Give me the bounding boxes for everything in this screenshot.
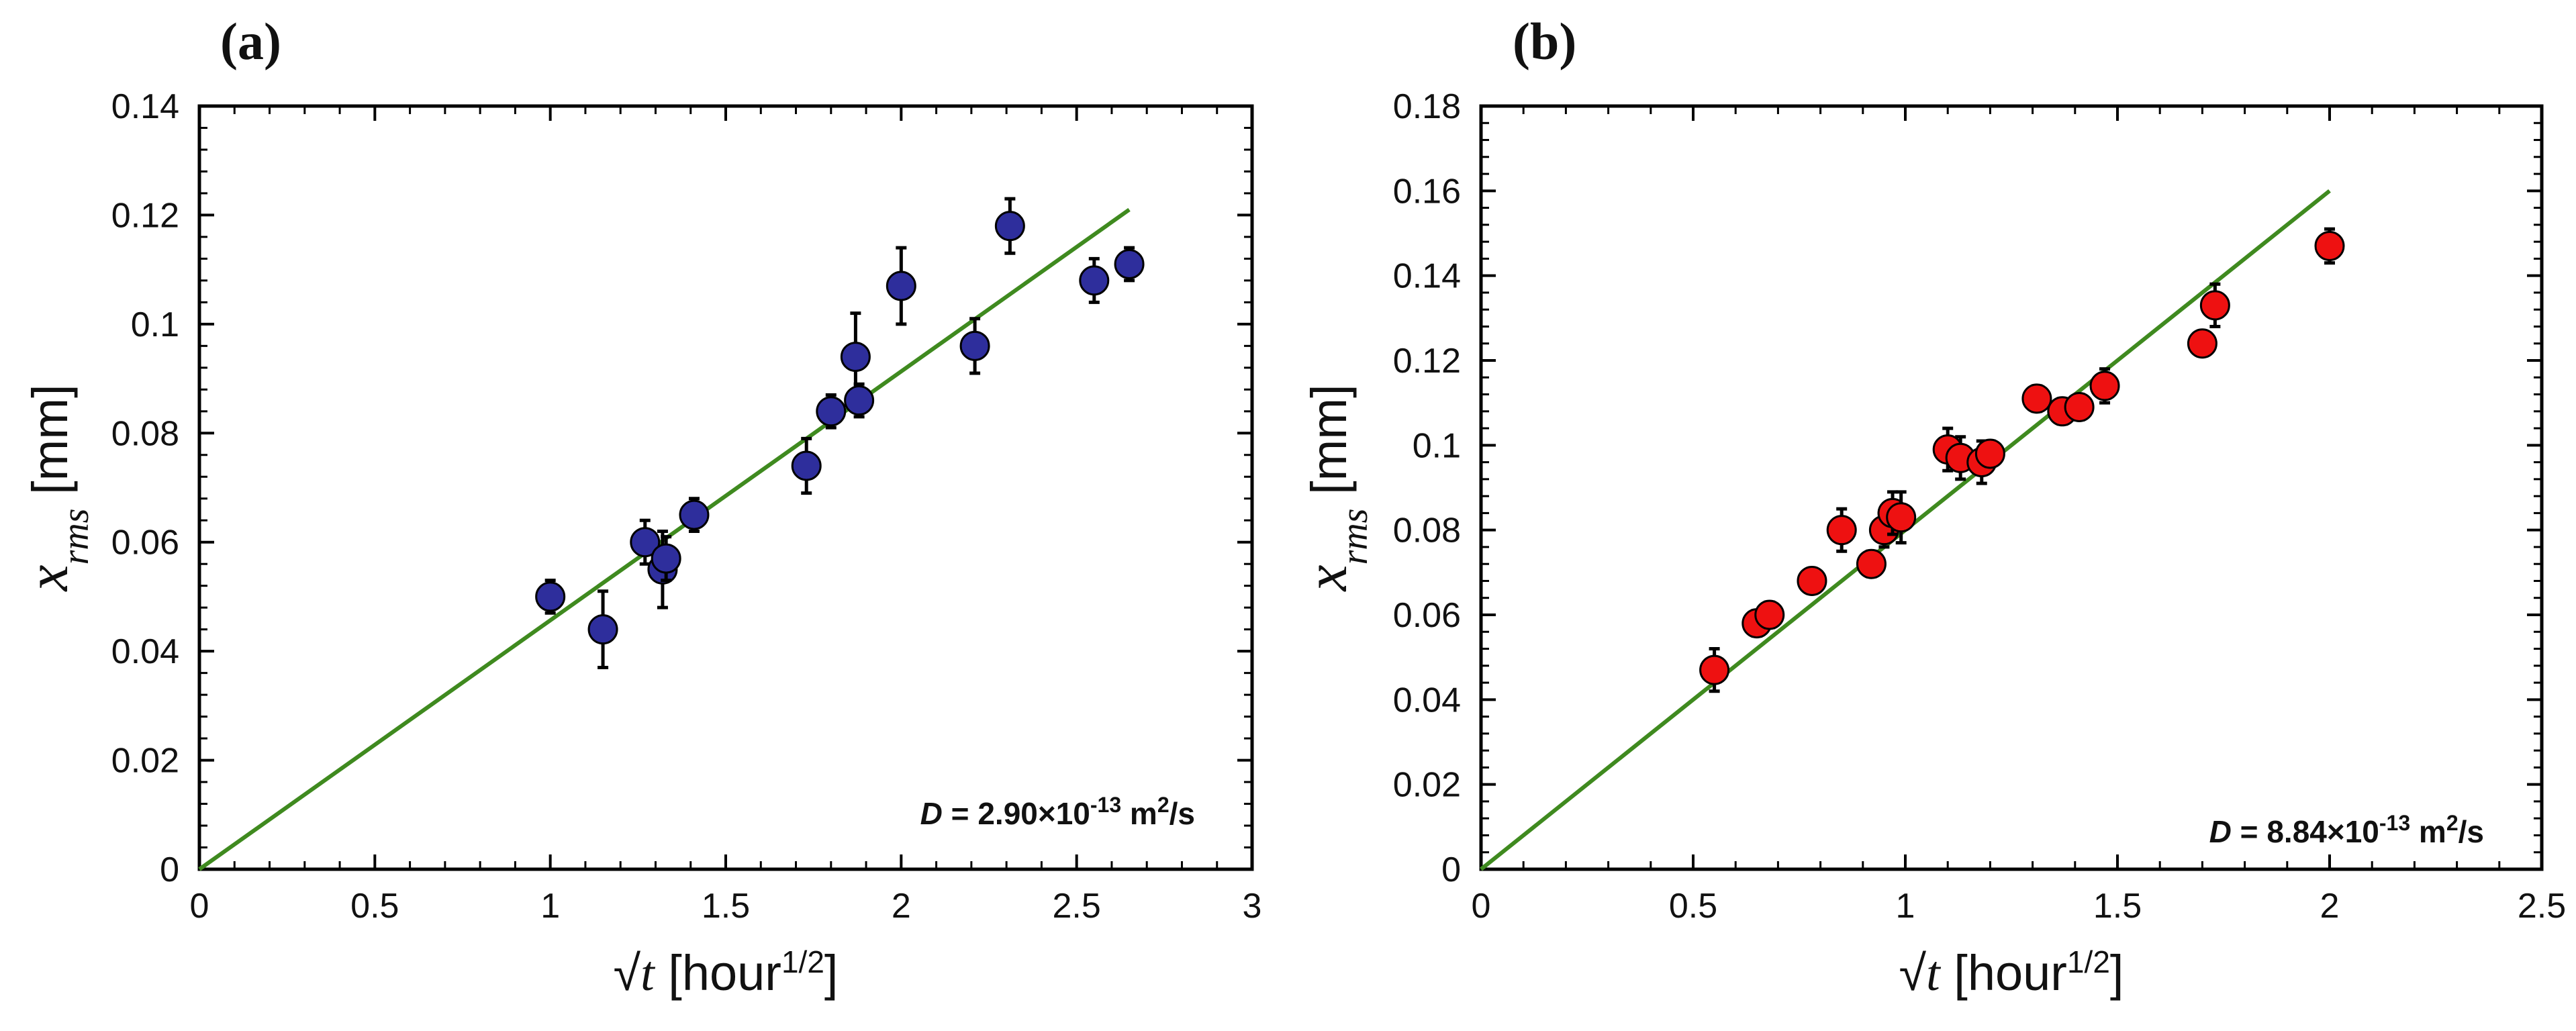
chart-panel-a: (a) 0 0.5 1 1.5 2 2.5 3 0 0.02 0.04 0.06 0.08 0.1 0.12…: [15, 12, 1261, 1001]
data-point: [2199, 290, 2230, 321]
data-point: [1114, 249, 1145, 280]
y-tick-label: 0.1: [1413, 426, 1461, 465]
data-point: [587, 614, 618, 645]
x-tick-label: 0: [1472, 887, 1491, 926]
data-point: [679, 499, 710, 530]
y-tick-label: 0.02: [111, 742, 179, 781]
data-point: [2089, 371, 2120, 401]
x-axis-label: √t [hour1/2]: [1899, 944, 2124, 1001]
data-point: [1856, 548, 1887, 579]
plot-frame: [1479, 104, 2544, 871]
data-point: [1974, 438, 2005, 469]
data-point: [1797, 565, 1827, 596]
y-axis-label: xrms [mm]: [15, 384, 97, 592]
data-point: [2314, 230, 2345, 261]
x-tick-label: 2: [892, 887, 911, 926]
chart-panel-b: (b) 0 0.5 1 1.5 2 2.5 0 0.02 0.04 0.06 0.08 0.1 0.12 0…: [1294, 12, 2566, 1001]
data-point: [886, 271, 916, 301]
y-tick-label: 0.12: [1393, 342, 1461, 381]
x-tick-label: 1: [540, 887, 560, 926]
y-tick-label: 0.14: [111, 87, 179, 126]
data-point: [1699, 654, 1730, 685]
y-tick-label: 0.1: [131, 305, 179, 344]
diffusion-annotation: D = 2.90×10-13 m2/s: [920, 793, 1195, 831]
data-point: [959, 330, 990, 361]
x-tick-label: 0: [190, 887, 209, 926]
y-tick-label: 0.04: [111, 632, 179, 671]
data-point: [651, 543, 681, 574]
data-point: [1754, 599, 1785, 630]
y-tick-label: 0.08: [1393, 511, 1461, 550]
data-point: [2187, 328, 2217, 359]
y-tick-label: 0.08: [111, 414, 179, 453]
x-tick-label: 2.5: [2518, 887, 2566, 926]
panel-label: (b): [1513, 12, 1576, 70]
y-tick-label: 0: [1441, 850, 1461, 889]
data-point: [791, 450, 822, 481]
data-point: [1886, 502, 1917, 533]
x-tick-label: 3: [1243, 887, 1262, 926]
data-point: [2021, 383, 2052, 414]
data-point: [2064, 391, 2095, 422]
y-tick-label: 0.14: [1393, 257, 1461, 296]
x-tick-label: 1.5: [702, 887, 750, 926]
y-axis-label: xrms [mm]: [1294, 384, 1376, 592]
x-tick-label: 2.5: [1053, 887, 1101, 926]
data-point: [1826, 515, 1857, 546]
data-point: [844, 385, 875, 416]
y-tick-label: 0.02: [1393, 766, 1461, 805]
panel-label: (a): [220, 12, 281, 70]
y-tick-label: 0.06: [1393, 596, 1461, 635]
data-point: [816, 396, 847, 427]
x-axis-label: √t [hour1/2]: [614, 944, 839, 1001]
x-tick-label: 0.5: [350, 887, 399, 926]
data-point: [840, 342, 871, 373]
x-tick-label: 1: [1896, 887, 1915, 926]
data-point: [994, 211, 1025, 242]
y-tick-label: 0.16: [1393, 172, 1461, 211]
y-tick-label: 0.06: [111, 524, 179, 562]
y-tick-label: 0.12: [111, 196, 179, 235]
x-tick-label: 0.5: [1669, 887, 1717, 926]
x-tick-label: 2: [2320, 887, 2340, 926]
y-tick-label: 0.18: [1393, 87, 1461, 126]
data-point: [535, 581, 566, 612]
data-point: [630, 527, 661, 558]
x-tick-label: 1.5: [2093, 887, 2142, 926]
y-tick-label: 0.04: [1393, 681, 1461, 720]
fit-line: [198, 207, 1131, 871]
data-point: [1079, 265, 1110, 296]
diffusion-annotation: D = 8.84×10-13 m2/s: [2209, 811, 2484, 849]
y-tick-label: 0: [160, 850, 179, 889]
